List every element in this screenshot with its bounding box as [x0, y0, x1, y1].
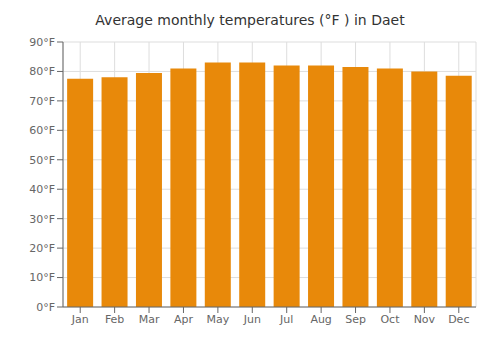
svg-text:Apr: Apr: [174, 313, 194, 326]
svg-text:Jul: Jul: [279, 313, 293, 326]
svg-text:40°F: 40°F: [29, 183, 55, 196]
html-text:Average monthly temperatures (: Average monthly temperatures (°F ) in Da…: [95, 12, 405, 28]
svg-text:80°F: 80°F: [29, 65, 55, 78]
svg-text:Feb: Feb: [105, 313, 124, 326]
svg-text:60°F: 60°F: [29, 124, 55, 137]
svg-text:20°F: 20°F: [29, 242, 55, 255]
svg-text:Jun: Jun: [243, 313, 261, 326]
svg-text:90°F: 90°F: [29, 36, 55, 49]
svg-text:Sep: Sep: [345, 313, 366, 326]
svg-text:10°F: 10°F: [29, 271, 55, 284]
svg-text:Oct: Oct: [380, 313, 400, 326]
svg-text:Jan: Jan: [71, 313, 89, 326]
svg-text:Dec: Dec: [448, 313, 469, 326]
svg-text:0°F: 0°F: [36, 301, 55, 314]
svg-text:Aug: Aug: [310, 313, 331, 326]
svg-text:70°F: 70°F: [29, 95, 55, 108]
svg-text:Mar: Mar: [139, 313, 160, 326]
svg-text:May: May: [207, 313, 230, 326]
svg-text:Nov: Nov: [414, 313, 436, 326]
svg-text:50°F: 50°F: [29, 154, 55, 167]
svg-text:30°F: 30°F: [29, 213, 55, 226]
